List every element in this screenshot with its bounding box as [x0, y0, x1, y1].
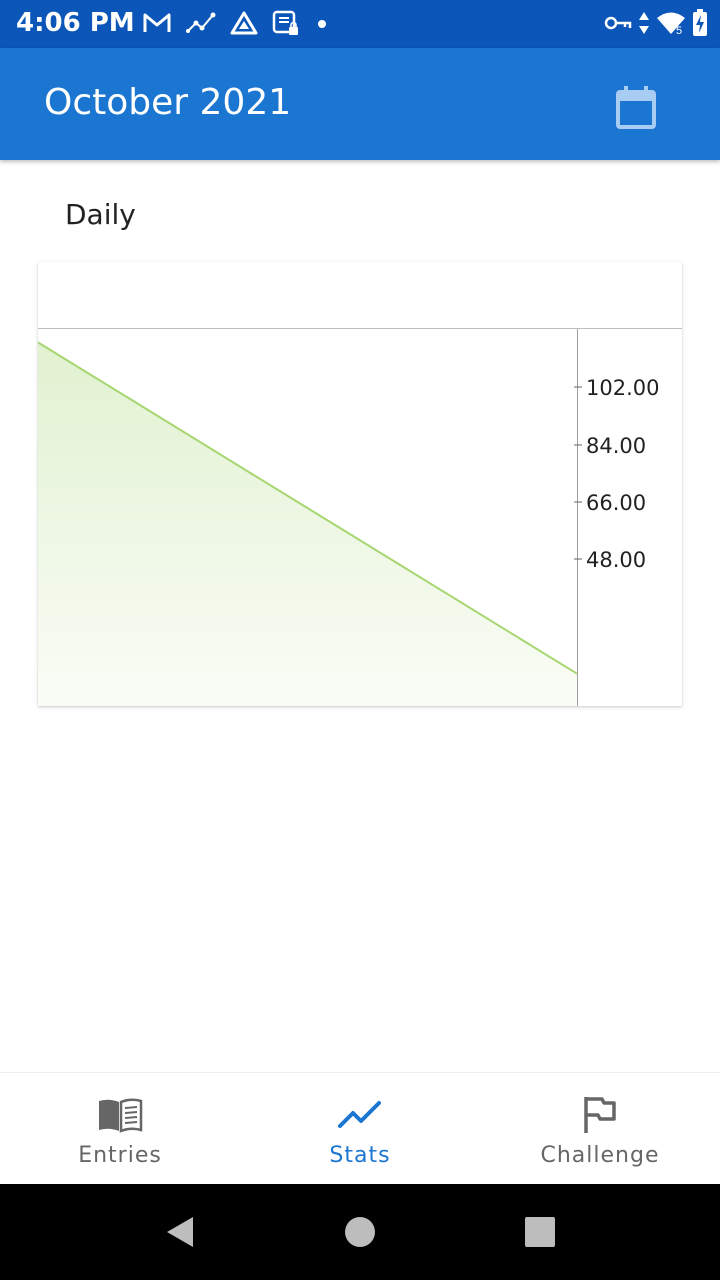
calendar-icon — [616, 86, 656, 129]
activity-graph-icon — [186, 11, 216, 40]
daily-chart: 102.00 84.00 66.00 48.00 — [38, 328, 682, 706]
y-tick: 48.00 — [574, 548, 646, 572]
flag-icon — [576, 1093, 624, 1137]
battery-charging-icon — [692, 8, 708, 42]
y-tick-label: 84.00 — [586, 434, 646, 458]
trending-up-icon — [336, 1093, 384, 1137]
y-tick-label: 48.00 — [586, 548, 646, 572]
area-fill — [38, 342, 577, 706]
wifi-badge: 5 — [676, 25, 682, 36]
nav-label-entries: Entries — [78, 1143, 162, 1168]
nav-item-stats[interactable]: Stats — [240, 1073, 480, 1185]
home-button[interactable] — [320, 1184, 400, 1280]
home-icon — [345, 1217, 375, 1247]
notification-dot-icon — [314, 11, 330, 40]
status-time: 4:06 PM — [16, 8, 135, 38]
data-arrows-icon — [638, 11, 650, 40]
bottom-navigation: Entries Stats Challenge — [0, 1072, 720, 1185]
nav-item-challenge[interactable]: Challenge — [480, 1073, 720, 1185]
system-navigation-bar — [0, 1184, 720, 1280]
nav-label-stats: Stats — [329, 1143, 391, 1168]
drive-icon — [230, 11, 258, 40]
back-icon — [167, 1217, 193, 1247]
series-line — [38, 341, 578, 675]
y-tick-label: 102.00 — [586, 376, 659, 400]
y-axis-ticks: 102.00 84.00 66.00 48.00 — [574, 376, 659, 572]
back-button[interactable] — [140, 1184, 220, 1280]
y-tick-label: 66.00 — [586, 491, 646, 515]
recents-button[interactable] — [500, 1184, 580, 1280]
calendar-button[interactable] — [608, 80, 664, 136]
status-icons-right: 5 — [604, 8, 708, 42]
status-icons-left — [142, 10, 330, 40]
secure-folder-icon — [272, 9, 300, 42]
book-icon — [96, 1093, 144, 1137]
daily-chart-card: 102.00 84.00 66.00 48.00 — [38, 262, 682, 706]
page-title: October 2021 — [44, 82, 292, 123]
y-tick: 102.00 — [574, 376, 659, 400]
wifi-icon: 5 — [656, 10, 686, 41]
app-bar: October 2021 — [0, 48, 720, 160]
gmail-icon — [142, 11, 172, 40]
nav-label-challenge: Challenge — [540, 1143, 660, 1168]
status-bar: 4:06 PM 5 — [0, 0, 720, 48]
nav-item-entries[interactable]: Entries — [0, 1073, 240, 1185]
y-tick: 66.00 — [574, 491, 646, 515]
section-title: Daily — [65, 198, 136, 231]
recents-icon — [525, 1217, 555, 1247]
vpn-key-icon — [604, 13, 632, 38]
y-tick: 84.00 — [574, 434, 646, 458]
